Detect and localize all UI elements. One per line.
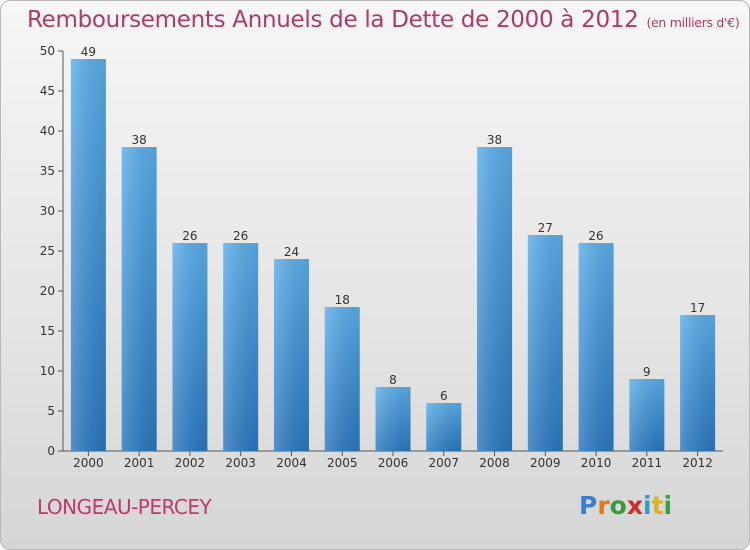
commune-name: LONGEAU-PERCEY [37,495,212,519]
x-tick-label: 2006 [378,456,409,470]
bar-shade [375,387,411,451]
y-tick-label: 25 [40,244,55,258]
x-tick-label: 2002 [175,456,206,470]
x-tick-label: 2010 [581,456,612,470]
bar-value-label: 49 [81,45,96,59]
bar-shade [629,379,665,451]
x-tick-label: 2001 [124,456,155,470]
bar-value-label: 6 [440,389,448,403]
logo-letter: i [663,491,673,520]
bar-shade [578,243,614,451]
bar-shade [70,59,106,451]
logo-letter: t [651,491,664,520]
x-tick-label: 2012 [682,456,713,470]
chart-axes: 0 5 10 15 20 25 30 35 40 45 50 2000 2001 2002 2003 2004… [40,44,723,470]
proxiti-logo: Proxiti [579,491,672,520]
bar-value-label: 38 [132,133,147,147]
logo-letter: r [597,491,610,520]
bar-shade [172,243,208,451]
bar-shade [223,243,259,451]
x-tick-label: 2008 [479,456,510,470]
x-tick-label: 2000 [73,456,104,470]
logo-letter: i [643,491,652,520]
bar-shade [477,147,513,451]
bar-shade [324,307,360,451]
chart-labels: 49 38 26 26 24 18 8 6 38 27 26 9 17 [81,45,706,403]
chart-subtitle: (en milliers d'€) [646,15,740,30]
y-tick-label: 45 [40,84,55,98]
x-tick-label: 2005 [327,456,358,470]
y-tick-label: 50 [40,44,55,58]
bar-value-label: 18 [335,293,350,307]
x-tick-label: 2003 [225,456,256,470]
logo-letter: P [579,491,598,520]
y-tick-label: 10 [40,364,55,378]
y-tick-label: 0 [47,444,55,458]
logo-letter: o [609,491,627,520]
chart-title: Remboursements Annuels de la Dette de 20… [27,7,740,33]
chart-bars [70,59,716,451]
y-tick-label: 35 [40,164,55,178]
bar-shade [680,315,716,451]
bar-value-label: 26 [182,229,197,243]
bar-shade [273,259,309,451]
y-tick-label: 40 [40,124,55,138]
y-tick-label: 15 [40,324,55,338]
bar-shade [121,147,157,451]
y-tick-label: 5 [47,404,55,418]
y-tick-label: 30 [40,204,55,218]
x-tick-label: 2011 [632,456,663,470]
bar-value-label: 24 [284,245,299,259]
bar-shade [527,235,563,451]
y-tick-label: 20 [40,284,55,298]
bar-value-label: 27 [538,221,553,235]
bar-value-label: 38 [487,133,502,147]
bar-value-label: 9 [643,365,651,379]
x-tick-label: 2007 [428,456,459,470]
bar-shade [426,403,462,451]
bar-value-label: 26 [588,229,603,243]
logo-letter: x [626,491,643,520]
chart-title-text: Remboursements Annuels de la Dette de 20… [27,7,639,33]
x-tick-label: 2004 [276,456,307,470]
bar-value-label: 26 [233,229,248,243]
x-tick-label: 2009 [530,456,561,470]
bar-value-label: 8 [389,373,397,387]
bar-value-label: 17 [690,301,705,315]
